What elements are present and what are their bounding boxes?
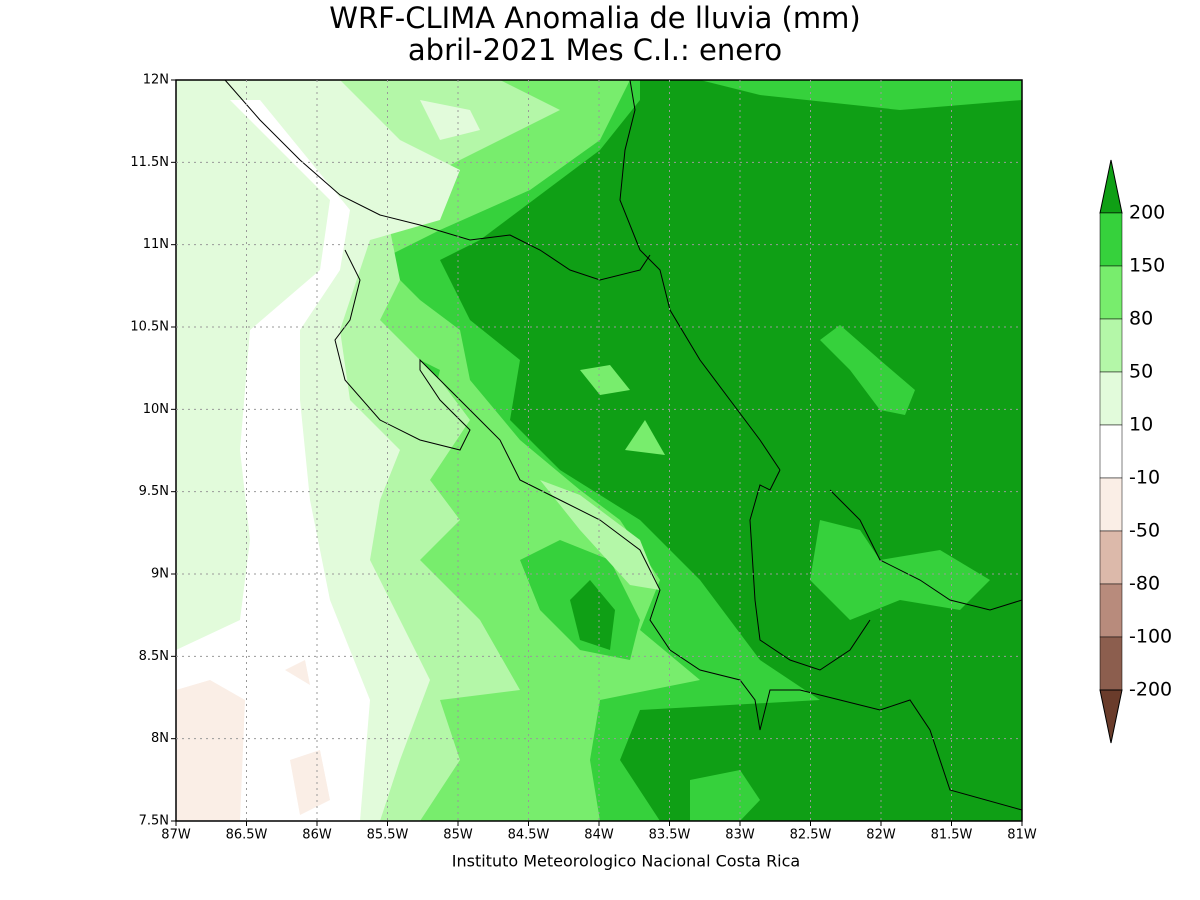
footer: Instituto Meteorologico Nacional Costa R… [452,852,800,871]
lat-tick-label: 9.5N [139,484,169,499]
lat-tick-label: 11N [143,237,169,252]
colorbar-arrow [1099,159,1123,214]
lon-tick-label: 81W [1007,828,1037,843]
lat-tick-label: 11.5N [130,155,169,170]
title-line: abril-2021 Mes C.I.: enero [408,33,782,67]
colorbar-segment [1099,318,1123,373]
lat-tick-label: 10N [143,402,169,417]
rain-field [176,80,1022,821]
colorbar-label: 200 [1129,202,1165,224]
lon-tick-label: 87W [161,828,191,843]
colorbar-segment [1099,212,1123,267]
lat-tick-label: 9N [151,567,169,582]
colorbar-segment [1099,583,1123,638]
lon-tick-label: 82.5W [790,828,832,843]
colorbar-label: 80 [1129,308,1153,330]
lat-tick-label: 8.5N [139,649,169,664]
lat-tick-label: 10.5N [130,320,169,335]
lon-tick-label: 86.5W [226,828,268,843]
coastline [224,79,1023,811]
colorbar-label: -10 [1129,467,1160,489]
lon-tick-label: 83.5W [649,828,691,843]
colorbar-segment [1099,530,1123,585]
colorbar-label: -80 [1129,573,1160,595]
lat-tick-label: 7.5N [139,814,169,829]
colorbar-segment [1099,371,1123,426]
lon-tick-label: 85.5W [367,828,409,843]
colorbar-segment [1099,477,1123,532]
colorbar-segment [1099,636,1123,691]
colorbar-segment [1099,265,1123,320]
lon-tick-label: 83W [725,828,755,843]
colorbar-label: -200 [1129,679,1172,701]
lat-tick-label: 12N [143,73,169,88]
colorbar-arrow [1099,689,1123,744]
lon-tick-label: 84W [584,828,614,843]
lat-tick-label: 8N [151,731,169,746]
lon-tick-label: 85W [443,828,473,843]
title-line: WRF-CLIMA Anomalia de lluvia (mm) [329,1,860,35]
colorbar-label: 10 [1129,414,1153,436]
colorbar-segment [1099,424,1123,479]
colorbar-label: -100 [1129,626,1172,648]
lon-tick-label: 81.5W [931,828,973,843]
lon-tick-label: 82W [866,828,896,843]
colorbar-label: 50 [1129,361,1153,383]
lon-tick-label: 84.5W [508,828,550,843]
colorbar-label: -50 [1129,520,1160,542]
lon-tick-label: 86W [302,828,332,843]
colorbar-label: 150 [1129,255,1165,277]
